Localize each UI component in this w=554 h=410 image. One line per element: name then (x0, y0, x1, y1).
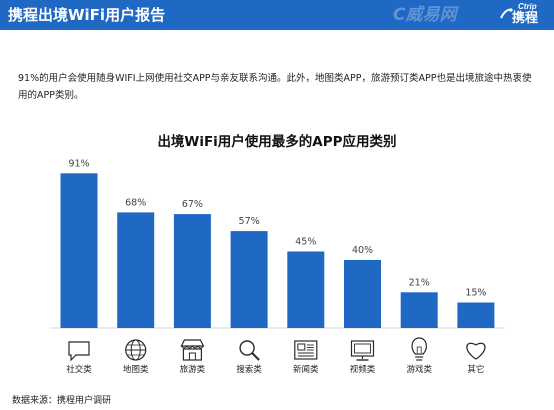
report-title: 携程出境WiFi用户报告 (8, 6, 166, 24)
category-label: 视频类 (350, 364, 376, 375)
bar-8 (457, 302, 495, 328)
category-label: 搜索类 (236, 364, 262, 375)
summary-paragraph: 91%的用户会使用随身WIFI上网使用社交APP与亲友联系沟通。此外，地图类AP… (18, 73, 532, 101)
bar-6 (344, 260, 381, 328)
logo-english-text: Ctrip (518, 2, 537, 11)
watermark-text: C威易网 (393, 5, 457, 25)
category-label: 其它 (467, 364, 484, 375)
bar-7 (400, 292, 438, 328)
category-label: 旅游类 (180, 364, 206, 375)
magnifier-icon (239, 340, 260, 361)
data-source-note: 数据来源：携程用户调研 (12, 396, 112, 406)
bar-value-label: 91% (68, 158, 89, 169)
lightbulb-icon (411, 337, 427, 361)
bar-2 (117, 212, 155, 328)
bar-4 (230, 231, 268, 328)
bar-value-label: 40% (352, 245, 373, 256)
globe-icon (125, 339, 147, 361)
bar-value-label: 15% (465, 288, 486, 299)
ctrip-logo: Ctrip 携程 (496, 2, 552, 28)
logo-chinese-text: 携程 (512, 11, 539, 26)
bar-5 (287, 251, 325, 328)
category-label: 社交类 (66, 364, 92, 375)
bar-value-label: 45% (295, 237, 316, 248)
bar-value-label: 68% (125, 197, 146, 208)
chat-bubble-icon (68, 341, 90, 362)
bar-1 (60, 173, 98, 328)
ctrip-swoosh-icon (500, 8, 513, 19)
bar-value-label: 57% (239, 216, 260, 227)
category-label: 新闻类 (293, 364, 319, 375)
bar-value-label: 67% (182, 199, 203, 210)
report-header-bar: 携程出境WiFi用户报告 C威易网 Ctrip 携程 (0, 0, 554, 30)
category-label: 游戏类 (406, 364, 432, 375)
bar-3 (173, 214, 211, 328)
monitor-icon (350, 340, 375, 361)
newspaper-icon (294, 340, 318, 360)
store-awning-icon (180, 339, 205, 361)
heart-icon (466, 342, 486, 360)
chart-title: 出境WiFi用户使用最多的APP应用类别 (157, 134, 397, 150)
category-label: 地图类 (123, 364, 149, 375)
bar-value-label: 21% (409, 277, 430, 288)
